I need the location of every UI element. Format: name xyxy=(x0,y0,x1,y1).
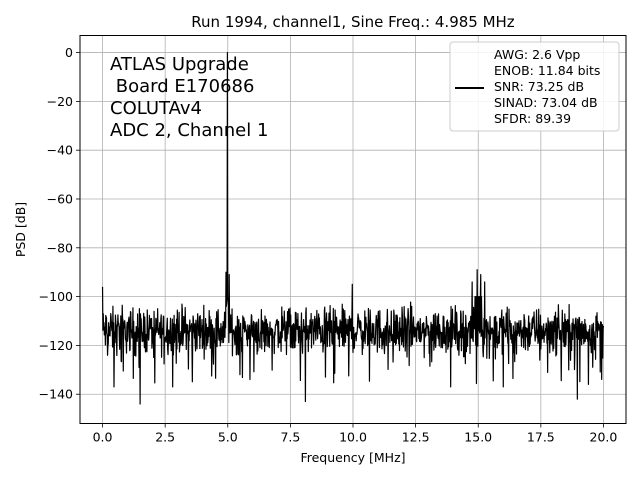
legend: AWG: 2.6 Vpp ENOB: 11.84 bits SNR: 73.25… xyxy=(449,41,620,132)
y-tick-label: −40 xyxy=(47,143,73,158)
y-tick-label: −140 xyxy=(39,387,73,402)
x-tick-label: 10.0 xyxy=(339,430,367,445)
legend-awg: AWG: 2.6 Vpp xyxy=(494,47,580,62)
x-tick-label: 20.0 xyxy=(590,430,618,445)
y-tick-label: −100 xyxy=(39,289,73,304)
legend-snr: SNR: 73.25 dB xyxy=(494,79,584,94)
annotation-line-4: ADC 2, Channel 1 xyxy=(110,120,268,141)
x-axis-ticks: 0.0 2.5 5.0 7.5 10.0 12.5 15.0 17.5 20.0 xyxy=(93,423,618,445)
x-tick-label: 15.0 xyxy=(464,430,492,445)
y-tick-label: −20 xyxy=(47,94,73,109)
legend-sinad: SINAD: 73.04 dB xyxy=(494,95,598,110)
x-tick-label: 5.0 xyxy=(218,430,238,445)
legend-enob: ENOB: 11.84 bits xyxy=(494,63,600,78)
chart-title: Run 1994, channel1, Sine Freq.: 4.985 MH… xyxy=(191,13,515,31)
x-tick-label: 2.5 xyxy=(155,430,175,445)
y-tick-label: −120 xyxy=(39,338,73,353)
annotation-line-3: COLUTAv4 xyxy=(110,98,202,119)
y-tick-label: 0 xyxy=(65,45,73,60)
x-tick-label: 17.5 xyxy=(527,430,555,445)
x-axis-label: Frequency [MHz] xyxy=(300,450,405,465)
psd-trace xyxy=(101,51,605,405)
legend-sfdr: SFDR: 89.39 xyxy=(494,111,571,126)
y-axis-label: PSD [dB] xyxy=(13,202,28,257)
annotation-line-1: ATLAS Upgrade xyxy=(110,54,249,75)
annotation-line-2: Board E170686 xyxy=(110,76,254,97)
x-tick-label: 12.5 xyxy=(402,430,430,445)
psd-series-line xyxy=(101,51,605,405)
y-tick-label: −80 xyxy=(47,240,73,255)
x-tick-label: 0.0 xyxy=(93,430,113,445)
y-tick-label: −60 xyxy=(47,191,73,206)
legend-box xyxy=(449,41,620,132)
board-annotation: ATLAS Upgrade Board E170686 COLUTAv4 ADC… xyxy=(110,54,268,141)
y-axis-ticks: 0 −20 −40 −60 −80 −100 −120 −140 xyxy=(39,45,80,402)
x-tick-label: 7.5 xyxy=(280,430,300,445)
